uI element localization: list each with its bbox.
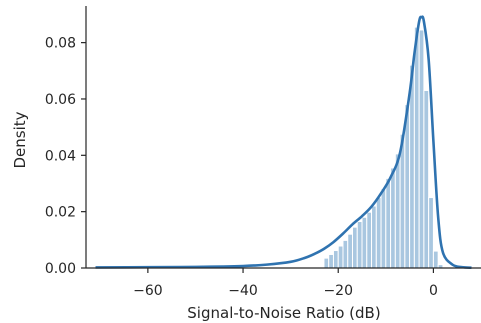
histogram-bar [432,250,439,269]
kde-curve [95,15,472,270]
x-tick-label: −60 [133,283,163,299]
histogram-bar [323,257,330,269]
histogram-bar [328,253,334,269]
y-tick-label: 0.08 [45,36,76,52]
histogram-bar [418,29,425,269]
x-tick-label: −40 [228,283,258,299]
y-axis-label: Density [11,111,29,168]
y-tick-label: 0.06 [45,92,76,108]
axes [85,6,481,269]
histogram-bar [366,211,373,269]
histogram-bar [332,250,339,269]
histogram-bar [361,216,368,269]
histogram-bar [337,245,344,269]
kde-curve-group [95,15,472,270]
histogram-bar [394,153,401,269]
x-axis-label: Signal-to-Noise Ratio (dB) [187,304,380,322]
histogram-bar [375,197,382,269]
x-tick-label: 0 [429,283,438,299]
histogram-bar [428,197,434,269]
histogram-bar [390,167,396,269]
histogram-bar [342,239,349,269]
histogram-bar [380,188,387,269]
histogram-bar [385,177,392,269]
histogram-bar [371,205,377,269]
y-tick-label: 0.00 [45,261,76,277]
y-ticks: 0.00 0.02 0.04 0.06 0.08 [45,36,86,277]
histogram-bar [352,226,358,269]
histogram-bar [423,90,430,269]
histogram-bar [413,26,420,269]
histogram-bar [356,221,363,269]
y-tick-label: 0.02 [45,205,76,221]
histogram-bar [347,233,354,269]
x-tick-label: −20 [323,283,353,299]
y-tick-label: 0.04 [45,148,76,164]
histogram-bars [323,26,444,269]
x-ticks: −60 −40 −20 0 [133,268,438,299]
